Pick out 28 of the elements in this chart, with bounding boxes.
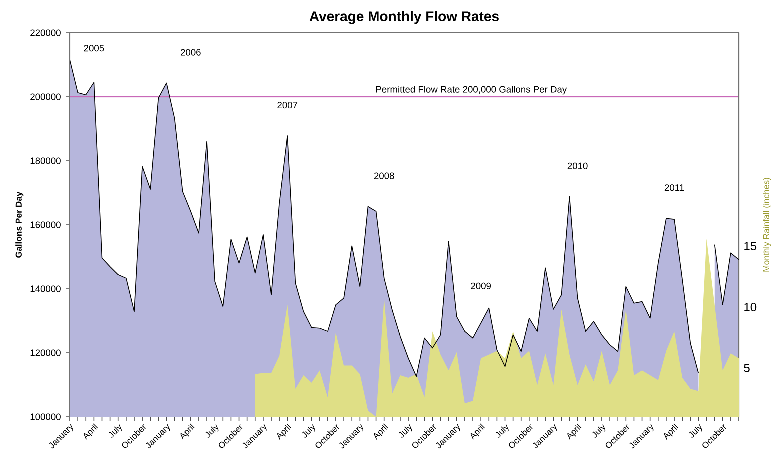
annotation: 2010 (568, 162, 588, 170)
annotation: 2011 (664, 184, 684, 192)
x-tick-label: July (206, 424, 219, 438)
y-tick-label: 200000 (30, 94, 61, 100)
y2-tick-label: 10 (744, 303, 757, 312)
annotation: 2006 (180, 49, 201, 56)
x-tick-label: July (399, 424, 412, 438)
y2-tick-label: 5 (744, 364, 750, 372)
x-tick-label: July (689, 424, 702, 438)
y2-axis-title: Monthly Rainfall (inches) (763, 178, 772, 272)
y-tick-label: 160000 (30, 222, 61, 228)
y-tick-label: 100000 (30, 414, 61, 420)
y-tick-label: 180000 (30, 158, 61, 164)
y-axis-title: Gallons Per Day (16, 192, 24, 258)
y-tick-label: 120000 (30, 350, 61, 356)
annotation: 2005 (84, 45, 104, 52)
y-tick-label: 140000 (30, 286, 61, 292)
chart-title: Average Monthly Flow Rates (310, 11, 499, 24)
annotation: 2007 (278, 102, 298, 109)
x-tick-label: July (592, 424, 606, 438)
y2-tick-label: 15 (744, 242, 757, 251)
y-tick-label: 220000 (30, 30, 61, 36)
annotation: 2009 (471, 282, 492, 290)
annotation: 2008 (374, 172, 394, 180)
ref-line-label: Permitted Flow Rate 200,000 Gallons Per Day (376, 86, 568, 95)
x-tick-label: July (496, 424, 509, 438)
x-tick-label: July (302, 424, 316, 438)
x-tick-label: July (108, 424, 122, 438)
